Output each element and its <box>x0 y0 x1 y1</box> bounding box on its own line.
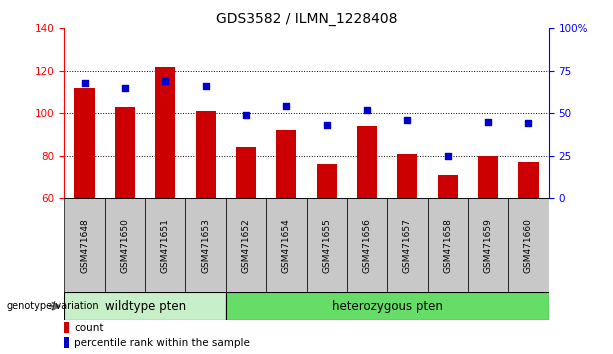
Text: GSM471652: GSM471652 <box>242 218 251 273</box>
Text: GSM471650: GSM471650 <box>120 218 129 273</box>
Bar <box>357 126 377 198</box>
Bar <box>508 198 549 292</box>
Bar <box>64 322 69 333</box>
Bar <box>397 154 417 198</box>
Bar <box>236 147 256 198</box>
Text: percentile rank within the sample: percentile rank within the sample <box>75 338 250 348</box>
Point <box>483 119 493 125</box>
Point <box>322 122 332 128</box>
Text: GSM471657: GSM471657 <box>403 218 412 273</box>
Point <box>241 112 251 118</box>
Text: count: count <box>75 322 104 333</box>
Bar <box>519 162 539 198</box>
Point <box>362 107 372 113</box>
Bar <box>387 198 428 292</box>
Text: GSM471659: GSM471659 <box>484 218 493 273</box>
Text: GSM471655: GSM471655 <box>322 218 331 273</box>
Text: wildtype pten: wildtype pten <box>104 300 186 313</box>
Point <box>443 153 452 159</box>
Text: genotype/variation: genotype/variation <box>6 301 99 311</box>
Text: GSM471648: GSM471648 <box>80 218 89 273</box>
Bar <box>226 292 549 320</box>
Bar <box>185 198 226 292</box>
Text: GSM471656: GSM471656 <box>362 218 371 273</box>
Point <box>200 83 210 89</box>
Bar <box>64 337 69 348</box>
Point <box>161 78 170 84</box>
Text: GSM471654: GSM471654 <box>282 218 291 273</box>
Bar <box>105 198 145 292</box>
Text: heterozygous pten: heterozygous pten <box>332 300 443 313</box>
Point <box>403 117 413 123</box>
Bar <box>266 198 306 292</box>
Bar <box>226 198 266 292</box>
Bar <box>468 198 508 292</box>
Bar <box>427 198 468 292</box>
Bar <box>478 156 498 198</box>
Bar <box>438 175 458 198</box>
Bar <box>74 88 94 198</box>
Title: GDS3582 / ILMN_1228408: GDS3582 / ILMN_1228408 <box>216 12 397 26</box>
Bar <box>64 292 226 320</box>
Point <box>120 85 130 91</box>
Point <box>281 104 291 109</box>
Text: GSM471653: GSM471653 <box>201 218 210 273</box>
Text: GSM471658: GSM471658 <box>443 218 452 273</box>
Text: GSM471660: GSM471660 <box>524 218 533 273</box>
Bar <box>145 198 185 292</box>
Point <box>80 80 89 86</box>
Bar <box>196 111 216 198</box>
Text: GSM471651: GSM471651 <box>161 218 170 273</box>
Bar <box>115 107 135 198</box>
Point <box>524 121 533 126</box>
Bar <box>306 198 347 292</box>
Bar <box>316 164 337 198</box>
Bar <box>347 198 387 292</box>
Bar <box>276 130 297 198</box>
Bar <box>155 67 175 198</box>
Bar <box>64 198 105 292</box>
